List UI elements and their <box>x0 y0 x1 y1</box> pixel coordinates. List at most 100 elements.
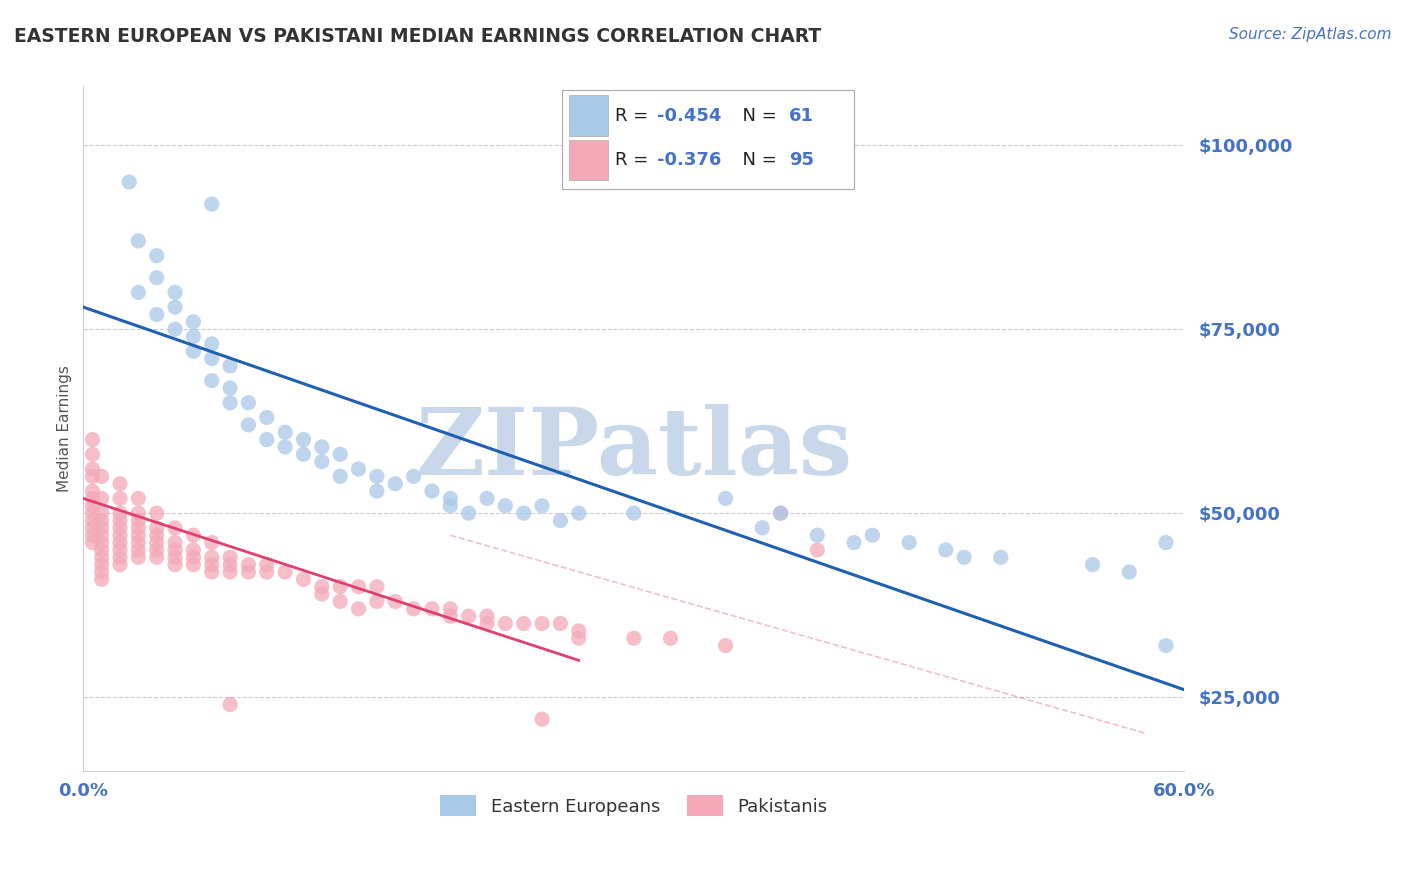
Point <box>163 543 186 558</box>
Point <box>751 521 773 535</box>
Point <box>274 425 297 440</box>
Point <box>256 565 278 579</box>
Point <box>201 550 224 565</box>
Point <box>163 550 186 565</box>
Point <box>145 535 167 549</box>
Point <box>219 359 242 373</box>
Point <box>183 543 205 558</box>
Point <box>402 469 425 483</box>
Point <box>82 535 104 549</box>
Point <box>219 381 242 395</box>
Point <box>329 447 352 461</box>
Text: ZIPatlas: ZIPatlas <box>415 404 852 494</box>
Point <box>898 535 921 549</box>
Point <box>108 550 131 565</box>
Point <box>108 491 131 506</box>
Point <box>201 197 224 211</box>
Point <box>439 609 461 624</box>
Point <box>82 469 104 483</box>
Point <box>550 514 572 528</box>
Point <box>145 528 167 542</box>
Point <box>201 374 224 388</box>
Point <box>82 528 104 542</box>
Point <box>82 491 104 506</box>
Point <box>82 447 104 461</box>
Point <box>439 602 461 616</box>
Point <box>90 543 112 558</box>
Point <box>475 616 498 631</box>
Point <box>806 543 828 558</box>
Point <box>531 712 554 726</box>
Point <box>366 594 388 608</box>
Point <box>118 175 141 189</box>
Point <box>127 535 149 549</box>
Point <box>219 558 242 572</box>
Point <box>1154 639 1177 653</box>
Point <box>292 433 315 447</box>
Point <box>90 550 112 565</box>
Point <box>145 249 167 263</box>
Point <box>366 484 388 499</box>
Text: R =: R = <box>614 152 654 169</box>
Point <box>256 410 278 425</box>
Point <box>82 433 104 447</box>
Point <box>108 535 131 549</box>
Text: 61: 61 <box>789 107 814 125</box>
Point <box>347 602 370 616</box>
Point <box>292 573 315 587</box>
Point <box>163 322 186 336</box>
Point <box>108 514 131 528</box>
Point <box>439 491 461 506</box>
Point <box>90 514 112 528</box>
Point <box>329 469 352 483</box>
Point <box>568 624 591 638</box>
Point <box>163 521 186 535</box>
Point <box>183 550 205 565</box>
Point <box>494 499 516 513</box>
Point <box>127 528 149 542</box>
Point <box>1118 565 1140 579</box>
Point <box>623 506 645 520</box>
Point <box>329 594 352 608</box>
Point <box>201 535 224 549</box>
Point <box>90 506 112 520</box>
Point <box>163 285 186 300</box>
Point <box>183 344 205 359</box>
Point <box>90 521 112 535</box>
Point <box>238 565 260 579</box>
FancyBboxPatch shape <box>569 140 609 180</box>
Point <box>219 698 242 712</box>
Point <box>127 491 149 506</box>
Point <box>183 329 205 343</box>
Point <box>292 447 315 461</box>
Point <box>311 587 333 601</box>
Point <box>108 528 131 542</box>
Point <box>108 521 131 535</box>
Point <box>90 528 112 542</box>
FancyBboxPatch shape <box>569 95 609 136</box>
Point <box>90 535 112 549</box>
Point <box>990 550 1012 565</box>
Point <box>90 469 112 483</box>
Point <box>219 565 242 579</box>
Point <box>311 440 333 454</box>
Point <box>769 506 792 520</box>
Point <box>769 506 792 520</box>
Point <box>347 462 370 476</box>
Point <box>550 616 572 631</box>
Point <box>714 639 737 653</box>
Point <box>274 565 297 579</box>
Point <box>145 506 167 520</box>
Point <box>860 528 883 542</box>
Point <box>183 315 205 329</box>
Text: -0.454: -0.454 <box>657 107 721 125</box>
Point <box>494 616 516 631</box>
Point <box>256 433 278 447</box>
Point <box>82 514 104 528</box>
Point <box>127 514 149 528</box>
Point <box>145 308 167 322</box>
Text: Source: ZipAtlas.com: Source: ZipAtlas.com <box>1229 27 1392 42</box>
Point <box>90 558 112 572</box>
Point <box>163 300 186 314</box>
Point <box>145 543 167 558</box>
